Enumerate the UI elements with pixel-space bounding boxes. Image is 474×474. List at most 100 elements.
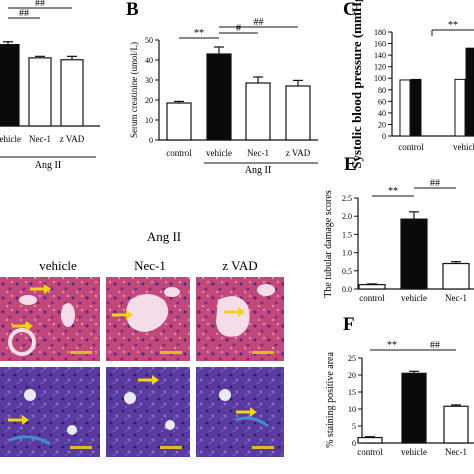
panel-b-y-label: Serum creatinine (umol/L): [129, 42, 139, 138]
panel-c-y-label: Systolic blood pressure (mmHg): [349, 0, 364, 169]
arrow-icon: [236, 407, 257, 417]
panel-c-y-tick-label: 40: [378, 109, 386, 118]
arrow-icon: [224, 307, 245, 317]
panel-b-y-tick-label: 20: [145, 96, 153, 105]
panel-c-y-tick-label: 80: [378, 86, 386, 95]
histology-column-label-nec1: Nec-1: [134, 258, 166, 273]
arrow-icon: [138, 375, 159, 385]
panel-e-tick-labels: control vehicle Nec-1: [359, 293, 467, 303]
panel-b-group-label: Ang II: [245, 165, 271, 176]
panel-e-significance-label: ##: [430, 178, 440, 189]
scale-bar: [252, 446, 274, 449]
panel-f-x-tick-label: Nec-1: [445, 447, 467, 457]
panel-e-y-ticks: 0.0 0.5 1.0 1.5 2.0 2.5: [342, 194, 358, 294]
panel-c-y-tick-label: 180: [374, 28, 386, 37]
panel-b-bars: [166, 46, 311, 141]
panel-a-bar: [60, 59, 84, 127]
panel-c-y-tick-label: 120: [374, 63, 386, 72]
panel-a: ## ## vehicle Nec-1 z VAD Ang II: [0, 0, 100, 171]
panel-a-bar: [28, 57, 52, 127]
panel-e-significance: ** ##: [372, 178, 456, 197]
panel-c: C 0 20 40 60 80 100 120 140 160 180 Systolic bloo…: [343, 0, 474, 169]
histology-column-label-zvad: z VAD: [222, 258, 257, 273]
panel-c-y-ticks: 0 20 40 60 80 100 120 140 160 180: [374, 28, 392, 141]
panel-a-bars: [0, 41, 84, 127]
panel-b-bar: [166, 102, 192, 141]
histology-panel: Ang II vehicle Nec-1 z VAD: [0, 229, 284, 457]
panel-e-y-tick-label: 0.5: [342, 267, 352, 276]
panel-f-bars: [357, 370, 469, 444]
panel-c-bar: [410, 78, 422, 137]
panel-c-x-tick-label: vehicle: [453, 142, 474, 152]
he-image-zvad: [196, 277, 284, 361]
panel-b-y-tick-label: 10: [145, 116, 153, 125]
panel-b-y-tick-label: 40: [145, 56, 153, 65]
panel-e-bar: [400, 218, 428, 290]
arrow-icon: [12, 321, 33, 331]
scale-bar: [70, 351, 92, 354]
panel-a-x-tick-label: Nec-1: [29, 134, 51, 144]
panel-e-bar: [358, 284, 386, 290]
panel-e-x-tick-label: control: [359, 293, 385, 303]
trichrome-image-vehicle: [0, 367, 100, 457]
panel-c-letter: C: [343, 0, 357, 20]
panel-c-tick-labels: control vehicle: [398, 142, 474, 152]
panel-c-bars: [399, 47, 474, 137]
scale-bar: [160, 351, 182, 354]
panel-e-x-tick-label: vehicle: [401, 293, 427, 303]
panel-b-significance-label: ##: [254, 17, 264, 28]
panel-b-y-tick-label: 0: [149, 136, 153, 145]
panel-c-x-tick-label: control: [398, 142, 424, 152]
panel-e: E 0.0 0.5 1.0 1.5 2.0 2.5 The tubular damage …: [323, 154, 474, 303]
he-image-vehicle: [0, 277, 100, 361]
panel-e-bar: [442, 262, 470, 290]
panel-c-y-tick-label: 20: [378, 120, 386, 129]
panel-c-bar: [399, 79, 411, 137]
panel-f-tick-labels: control vehicle Nec-1: [357, 447, 467, 457]
panel-c-significance: **: [431, 20, 474, 36]
panel-f-y-ticks: 0 5 10 15 20 25: [348, 354, 362, 448]
panel-b-significance: ** ###: [179, 17, 298, 39]
panel-b-letter: B: [126, 0, 139, 20]
panel-f-y-label: % staining positive area: [325, 352, 336, 448]
panel-c-y-tick-label: 60: [378, 97, 386, 106]
panel-f-y-tick-label: 25: [348, 354, 356, 363]
panel-c-y-tick-label: 160: [374, 40, 386, 49]
panel-f-y-tick-label: 10: [348, 405, 356, 414]
panel-e-letter: E: [344, 154, 357, 175]
arrow-icon: [112, 310, 133, 320]
histology-column-label-vehicle: vehicle: [39, 258, 77, 273]
panel-e-y-label: The tubular damage scores: [323, 190, 334, 298]
scale-bar: [70, 446, 92, 449]
panel-b-significance-label: #: [236, 23, 241, 34]
panel-f-y-tick-label: 0: [352, 439, 356, 448]
panel-b-y-tick-label: 30: [145, 76, 153, 85]
panel-a-x-tick-label: z VAD: [60, 134, 85, 144]
panel-e-bars: [358, 211, 470, 290]
panel-f-significance: ** ##: [370, 340, 456, 351]
panel-e-y-tick-label: 1.0: [342, 249, 352, 258]
panel-b-significance-label: **: [194, 28, 204, 39]
panel-b-bar: [206, 53, 232, 141]
panel-b-y-tick-label: 50: [145, 36, 153, 45]
he-image-nec1: [106, 277, 190, 361]
panel-e-significance-label: **: [388, 186, 398, 197]
panel-a-significance-label: ##: [19, 8, 29, 19]
panel-c-y-tick-label: 0: [382, 132, 386, 141]
histology-group-label: Ang II: [147, 229, 181, 244]
arrow-icon: [30, 284, 51, 294]
panel-f-letter: F: [343, 314, 355, 335]
panel-c-y-tick-label: 100: [374, 74, 386, 83]
panel-e-x-tick-label: Nec-1: [445, 293, 467, 303]
arrow-icon: [8, 415, 29, 425]
panel-f-x-tick-label: control: [357, 447, 383, 457]
panel-c-y-tick-label: 140: [374, 51, 386, 60]
panel-b-bar: [285, 85, 311, 141]
panel-f: F 0 5 10 15 20 25 % staining positive area **…: [325, 314, 474, 457]
panel-b-bar: [245, 82, 271, 141]
panel-f-y-tick-label: 5: [352, 422, 356, 431]
panel-e-y-tick-label: 0.0: [342, 285, 352, 294]
panel-b-y-ticks: 0 10 20 30 40 50: [145, 36, 159, 145]
